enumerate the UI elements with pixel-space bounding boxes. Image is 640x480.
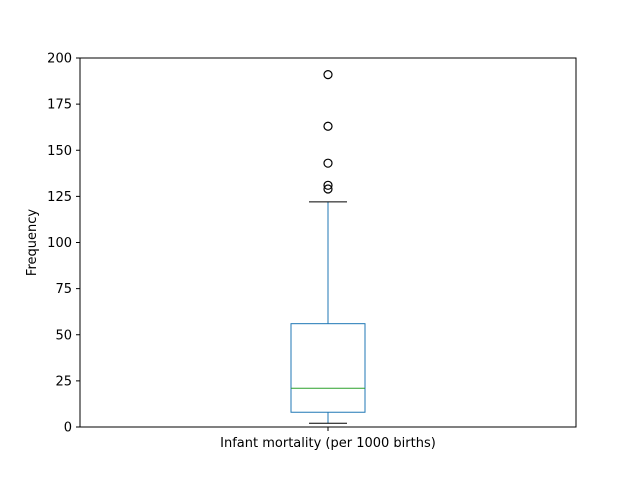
outlier-point — [323, 184, 333, 194]
y-tick-label: 50 — [55, 328, 72, 343]
outlier-point — [323, 180, 333, 190]
outlier-point — [323, 121, 333, 131]
axes: 0 25 50 75 100 125 150 175 200 Infant mortality (… — [47, 52, 436, 452]
outlier-point — [323, 70, 333, 80]
y-tick-label: 25 — [55, 374, 72, 389]
y-tick-label: 0 — [64, 421, 72, 436]
y-tick-label: 125 — [47, 190, 72, 205]
plot-area — [290, 70, 366, 424]
y-tick-label: 150 — [47, 144, 72, 159]
y-tick-label: 75 — [55, 282, 72, 297]
outlier-point — [323, 158, 333, 168]
iqr-box — [290, 323, 366, 413]
y-tick-label: 200 — [47, 52, 72, 67]
y-axis-label: Frequency — [25, 209, 40, 276]
x-tick-label: Infant mortality (per 1000 births) — [220, 436, 436, 451]
y-tick-label: 100 — [47, 236, 72, 251]
y-tick-label: 175 — [47, 98, 72, 113]
